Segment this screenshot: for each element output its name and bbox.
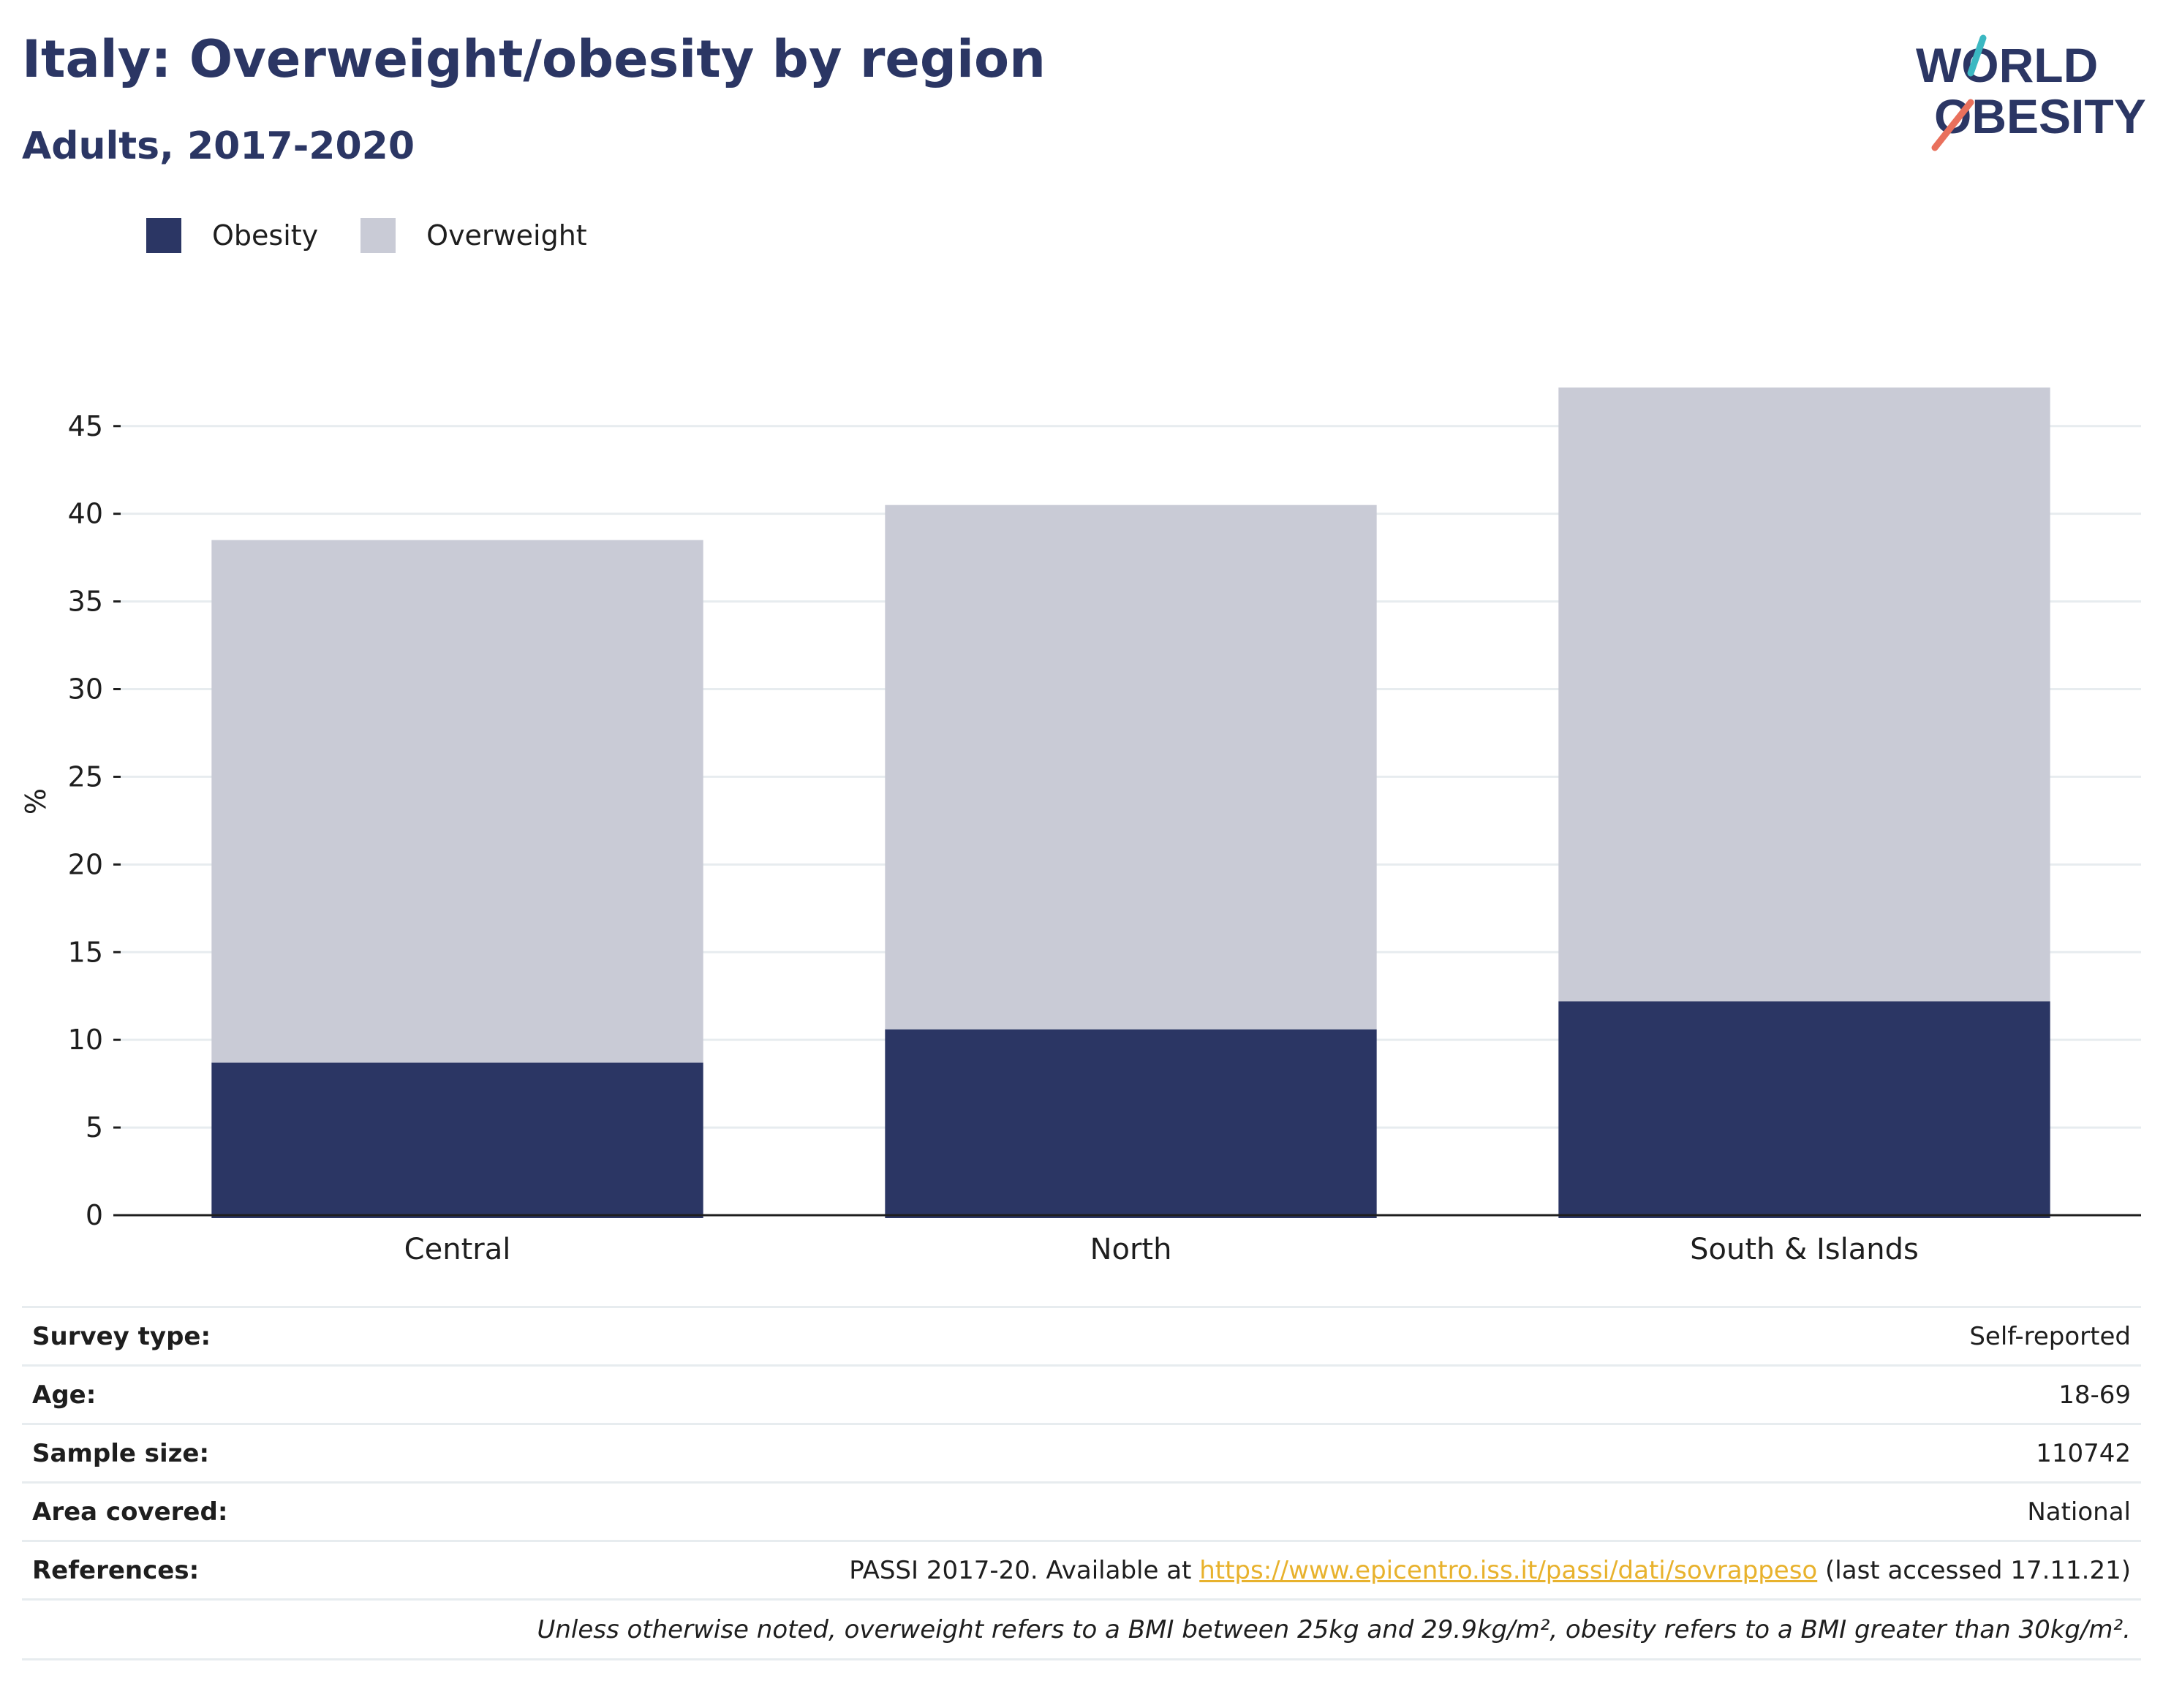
- y-tick-label: 10: [68, 1024, 103, 1056]
- info-row-area-covered: Area covered: National: [22, 1484, 2141, 1542]
- bmi-definition-note: Unless otherwise noted, overweight refer…: [22, 1601, 2141, 1660]
- info-value: National: [2027, 1497, 2131, 1527]
- y-tick-label: 45: [68, 410, 103, 442]
- legend-swatch-overweight: [360, 218, 396, 253]
- logo-word-obesity: OBESITY: [1934, 89, 2146, 143]
- y-axis-label: %: [20, 788, 52, 815]
- info-label: References:: [32, 1555, 200, 1585]
- bar-overweight-north: [885, 505, 1377, 1029]
- info-label: Area covered:: [32, 1497, 228, 1527]
- y-tick-label: 20: [68, 848, 103, 880]
- chart-subtitle: Adults, 2017-2020: [22, 124, 415, 168]
- bar-overweight-south-islands: [1558, 388, 2050, 1002]
- logo-word-world: WORLD: [1916, 38, 2098, 92]
- stacked-bar-chart: 0 5 10 15 20 25 30 35 40 45 Central North South & I…: [20, 388, 2141, 1266]
- legend-swatch-obesity: [146, 218, 181, 253]
- legend-label-overweight: Overweight: [426, 219, 587, 252]
- x-axis-labels: Central North South & Islands: [404, 1233, 1919, 1266]
- bar-obesity-south-islands: [1558, 1001, 2050, 1218]
- info-label: Age:: [32, 1380, 97, 1410]
- y-tick-label: 25: [68, 760, 103, 793]
- info-table: Survey type: Self-reported Age: 18-69 Sa…: [22, 1306, 2141, 1660]
- y-tick-label: 0: [86, 1199, 103, 1231]
- references-suffix: (last accessed 17.11.21): [1817, 1555, 2131, 1585]
- info-value: Self-reported: [1969, 1321, 2131, 1351]
- note-text: Unless otherwise noted, overweight refer…: [537, 1614, 2131, 1644]
- info-row-sample-size: Sample size: 110742: [22, 1425, 2141, 1484]
- y-axis-ticks: 0 5 10 15 20 25 30 35 40 45: [68, 410, 121, 1231]
- references-prefix: PASSI 2017-20. Available at: [849, 1555, 1200, 1585]
- logo-coral-slash: [1931, 99, 1974, 151]
- info-row-survey-type: Survey type: Self-reported: [22, 1308, 2141, 1367]
- bars: [211, 388, 2050, 1218]
- y-tick-label: 15: [68, 936, 103, 968]
- info-row-references: References: PASSI 2017-20. Available at …: [22, 1542, 2141, 1601]
- bar-overweight-central: [211, 540, 703, 1063]
- x-category-label: North: [1090, 1233, 1172, 1266]
- y-tick-label: 40: [68, 498, 103, 530]
- references-link[interactable]: https://www.epicentro.iss.it/passi/dati/…: [1199, 1555, 1818, 1585]
- legend-item-obesity: Obesity: [146, 218, 318, 253]
- y-tick-label: 5: [86, 1111, 103, 1144]
- chart-title: Italy: Overweight/obesity by region: [22, 29, 1046, 89]
- bar-obesity-north: [885, 1029, 1377, 1218]
- bar-obesity-central: [211, 1062, 703, 1218]
- y-tick-label: 30: [68, 673, 103, 706]
- chart-legend: Obesity Overweight: [146, 218, 630, 253]
- info-label: Sample size:: [32, 1438, 210, 1468]
- info-value: 110742: [2036, 1438, 2131, 1468]
- legend-label-obesity: Obesity: [212, 219, 319, 252]
- info-value: 18-69: [2058, 1380, 2131, 1410]
- info-label: Survey type:: [32, 1321, 211, 1351]
- y-tick-label: 35: [68, 586, 103, 618]
- world-obesity-logo: WORLD OBESITY: [1916, 34, 2146, 151]
- logo-teal-slash: [1967, 34, 1987, 77]
- info-row-age: Age: 18-69: [22, 1367, 2141, 1425]
- legend-item-overweight: Overweight: [360, 218, 587, 253]
- x-category-label: Central: [404, 1233, 511, 1266]
- x-category-label: South & Islands: [1690, 1233, 1919, 1266]
- references-value: PASSI 2017-20. Available at https://www.…: [849, 1556, 2131, 1585]
